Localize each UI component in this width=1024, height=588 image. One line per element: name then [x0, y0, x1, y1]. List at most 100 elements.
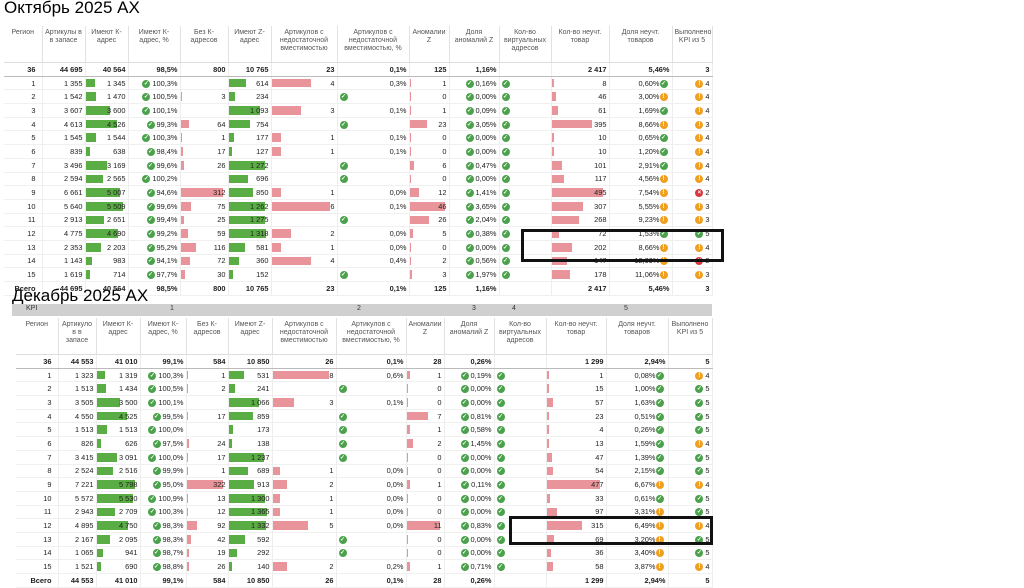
cell: 0,1%	[337, 103, 410, 118]
total-row[interactable]: Всего 44 695 40 564 98,5% 800 10 765 23 0,1% 125…	[4, 281, 713, 296]
check-icon: ✓	[339, 161, 348, 170]
cell-value: 1 545	[64, 133, 83, 143]
column-header[interactable]: Аномалии Z	[406, 318, 445, 355]
column-header[interactable]: Кол-во неучт. товар	[546, 318, 607, 355]
cell-value: 15	[595, 384, 604, 394]
cell: 0	[406, 381, 445, 397]
column-header[interactable]: Артикулы в в запасе	[42, 26, 86, 63]
cell: 1	[409, 103, 450, 118]
table-row[interactable]: 10 5 640 5 509 ✓ 99,6% 75 1 262 6 0,1% 46 ✓ 3,65% ✓ 3…	[4, 199, 713, 214]
column-header[interactable]: Доля аномалий Z	[449, 26, 500, 63]
check-icon: ✓	[496, 385, 505, 394]
column-header[interactable]: Доля неучт. товаров	[606, 318, 669, 355]
column-header[interactable]: Доля неучт. товаров	[609, 26, 673, 63]
check-icon: ✓	[465, 147, 474, 156]
table-row[interactable]: 13 2 353 2 203 ✓ 95,2% 116 581 1 0,0% 0 ✓ 0,00% ✓ 202…	[4, 240, 713, 255]
column-header[interactable]: Выполнено KPI из 5	[668, 318, 713, 355]
column-header[interactable]: Артикулов с недостаточной вместимостью, …	[336, 318, 407, 355]
summary-row[interactable]: 36 44 553 41 010 99,1% 584 10 850 26 0,1% 28 0,26…	[16, 354, 713, 369]
summary-row[interactable]: 36 44 695 40 564 98,5% 800 10 765 23 0,1% 125 1,1…	[4, 62, 713, 77]
table-row[interactable]: 6 826 626 ✓ 97,5% 24 138 ✓ 2 ✓ 1,45% ✓ 13 1,59%✓! 4	[16, 436, 713, 451]
cell-value: 1 066	[251, 397, 270, 407]
green-data-bar	[228, 229, 267, 238]
cell-value: 44 553	[70, 356, 94, 366]
check-icon: ✓	[501, 93, 510, 102]
cell-value: 0	[437, 493, 442, 503]
column-header[interactable]: Доля аномалий Z	[444, 318, 495, 355]
column-header[interactable]: Артикуло в в запасе	[58, 318, 97, 355]
column-header[interactable]: Без К-адресов	[186, 318, 229, 355]
column-header[interactable]: Регион	[16, 318, 59, 355]
cell: ✓	[494, 368, 547, 383]
red-data-bar	[406, 398, 408, 407]
total-row[interactable]: Всего 44 553 41 010 99,1% 584 10 850 26 0,1% 28 0…	[16, 573, 713, 588]
column-header[interactable]: Артикулов с недостаточной вместимостью	[271, 26, 338, 63]
cell: 40 564	[85, 281, 129, 296]
table-row[interactable]: 10 5 572 5 530 ✓ 100,9% 13 1 300 1 0,0% 0 ✓ 0,00% ✓ 3…	[16, 491, 713, 506]
table-row[interactable]: 11 2 913 2 651 ✓ 99,4% 25 1 275 ✓ 26 ✓ 2,04% ✓ 268 9,…	[4, 213, 713, 228]
check-icon: ✓	[460, 426, 469, 435]
column-header[interactable]: Имеют К-адрес	[96, 318, 141, 355]
cell-value: 10	[27, 201, 36, 211]
column-header[interactable]: Имеют К-адрес, %	[128, 26, 181, 63]
cell: 7 221	[58, 477, 97, 492]
cell: 7	[4, 158, 43, 173]
cell-value: 477	[591, 480, 604, 490]
december-header-row: Регион Артикуло в в запасе Имеют К-адрес Им…	[16, 318, 713, 355]
cell: 99,1%	[140, 354, 187, 369]
table-row[interactable]: 14 1 143 983 ✓ 94,1% 72 360 4 0,4% 2 ✓ 0,56% ✓ 147 12,…	[4, 254, 713, 269]
column-header[interactable]: Имеют К-адрес	[85, 26, 129, 63]
cell: ✓ 5	[668, 381, 713, 397]
green-data-bar	[228, 507, 268, 517]
cell-value: 99,4%	[156, 215, 178, 225]
column-header[interactable]: Имеют К-адрес, %	[140, 318, 187, 355]
column-header[interactable]: Имеют Z-адрес	[228, 26, 272, 63]
cell-value: 5	[705, 548, 710, 558]
green-data-bar	[96, 398, 120, 407]
column-header[interactable]: Артикулов с недостаточной вместимостью, …	[337, 26, 410, 63]
column-header[interactable]: Кол-во неучт. товар	[551, 26, 610, 63]
column-header[interactable]: Регион	[4, 26, 43, 63]
cell: 0,26%✓	[606, 422, 669, 438]
cell-value: 1,59%	[634, 438, 656, 448]
column-header[interactable]: Имеют Z-адрес	[228, 318, 273, 355]
table-row[interactable]: 14 1 065 941 ✓ 98,7% 19 292 ✓ 0 ✓ 0,00% ✓ 36 3,40%! ✓ 5	[16, 546, 713, 561]
table-row[interactable]: 15 1 619 714 ✓ 97,7% 30 152 ✓ 3 ✓ 1,97% ✓ 178 11,06%!…	[4, 267, 713, 282]
cell-value: 2 417	[588, 64, 607, 74]
cell: 25	[180, 213, 229, 228]
column-header[interactable]: Выполнено KPI из 5	[672, 26, 713, 63]
table-row[interactable]: 15 1 521 690 ✓ 98,8% 26 140 2 0,2% 1 ✓ 0,71% ✓ 58 3,87…	[16, 559, 713, 574]
cell-value: 15	[43, 562, 52, 572]
table-row[interactable]: 13 2 167 2 095 ✓ 98,3% 42 592 ✓ 0 ✓ 0,00% ✓ 69 3,20%!…	[16, 532, 713, 547]
column-header[interactable]: Кол-во виртуальных адресов	[494, 318, 547, 355]
cell: 1 619	[42, 267, 86, 282]
table-row[interactable]: 11 2 943 2 709 ✓ 100,3% 12 1 365 1 0,0% 0 ✓ 0,00% ✓ 9…	[16, 505, 713, 520]
green-data-bar	[96, 370, 106, 380]
column-header[interactable]: Без К-адресов	[180, 26, 229, 63]
column-header[interactable]: Артикулов с недостаточной вместимостью	[272, 318, 337, 355]
warning-icon: !	[655, 549, 664, 558]
table-row[interactable]: 12 4 895 4 750 ✓ 98,3% 92 1 332 5 0,0% 11 ✓ 0,83% ✓ 3…	[16, 518, 713, 533]
table-row[interactable]: 6 839 638 ✓ 98,4% 17 127 1 0,1% 0 ✓ 0,00% ✓ 10 1,20%✓!…	[4, 144, 713, 159]
cell-value: 6	[31, 146, 36, 156]
check-icon: ✓	[501, 161, 510, 170]
cell: ✓ 0,00%	[449, 89, 500, 105]
column-header[interactable]: Аномалии Z	[409, 26, 450, 63]
column-header[interactable]: Кол-во виртуальных адресов	[499, 26, 552, 63]
